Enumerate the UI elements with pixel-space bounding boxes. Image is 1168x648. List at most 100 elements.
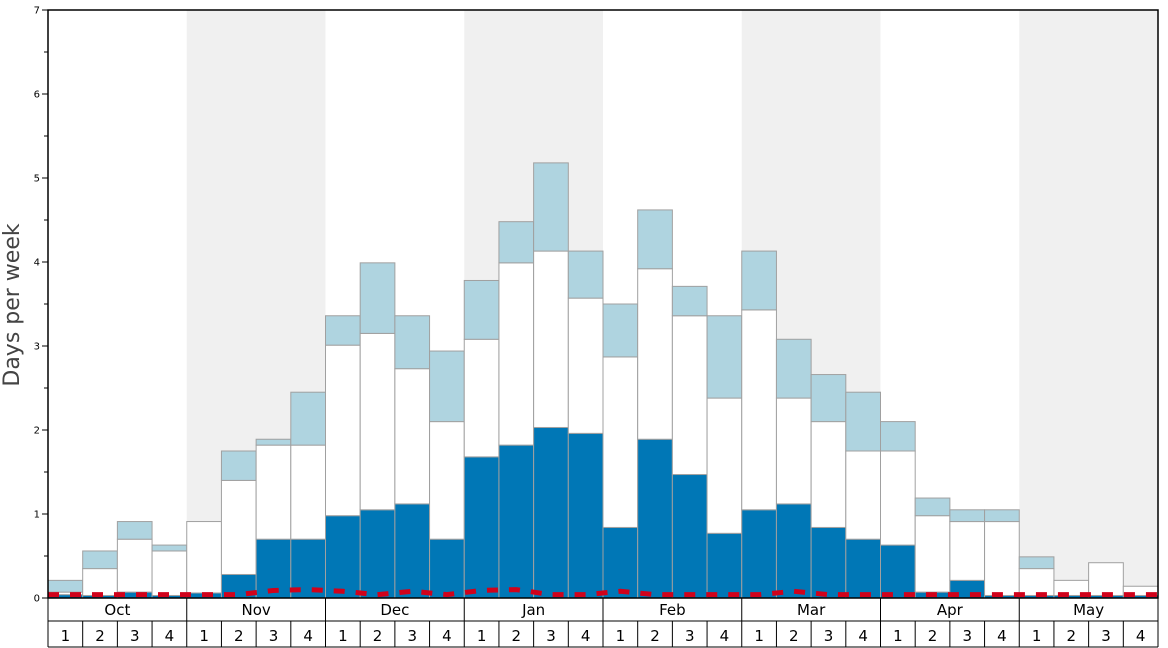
bar-segment-middle [394,368,431,505]
bar-segment-top [984,509,1020,523]
month-label: May [1073,601,1104,619]
bar-segment-middle [325,344,361,517]
y-tick-label: 3 [34,342,40,353]
y-tick-label: 7 [34,6,40,17]
week-label: 2 [95,627,105,645]
bar-segment-top [914,497,951,517]
bar-segment-middle [290,444,326,540]
bar-segment-middle [498,262,535,446]
week-label: 4 [303,627,313,645]
y-tick-label: 0 [34,594,40,605]
dashed-line [48,587,1158,598]
bar-segment-middle [82,568,118,596]
week-label: 4 [442,627,452,645]
week-label: 2 [234,627,244,645]
month-label: Apr [937,601,964,619]
bar-segment-bottom [533,426,569,599]
bar-segment-middle [706,397,743,534]
week-label: 4 [720,627,730,645]
bar-segment-middle [602,356,639,528]
week-label: 2 [789,627,799,645]
week-label: 3 [407,627,417,645]
month-label: Feb [659,601,686,619]
bar-segment-middle [845,450,881,540]
bar-segment-middle [914,515,951,593]
week-label: 2 [928,627,938,645]
week-label: 3 [962,627,972,645]
bar-segment-top [1018,556,1055,570]
bar-segment-middle [880,450,916,546]
y-axis-label: Days per week [0,223,25,386]
week-label: 3 [685,627,695,645]
y-tick-label: 2 [34,426,40,437]
bar-segment-bottom [498,444,535,599]
y-tick-label: 6 [34,90,40,101]
y-tick-label: 5 [34,174,40,185]
bar-segment-top [82,550,118,570]
week-label: 2 [650,627,660,645]
y-tick-label: 4 [34,258,40,269]
bar-segment-bottom [741,509,777,599]
month-label: Oct [104,601,130,619]
bar-segment-middle [463,338,500,458]
y-axis: 0 1 2 3 4 5 6 7 [34,6,48,605]
week-label: 4 [997,627,1007,645]
bar-segment-bottom [637,438,673,599]
bar-segment-bottom [567,432,604,599]
bar-segment-middle [186,521,222,594]
bar-segment-top [602,303,639,358]
bar-segment-middle [671,315,708,476]
week-label: 1 [61,627,71,645]
bar-segment-middle [255,444,292,540]
dashed-line-series [48,587,1158,598]
bars [47,162,1159,599]
week-label: 1 [199,627,209,645]
bar-segment-middle [984,521,1020,596]
week-label: 1 [338,627,348,645]
week-label: 4 [1136,627,1146,645]
bar-segment-top [325,315,361,346]
bar-segment-bottom [775,503,812,599]
bar-segment-top [949,509,986,523]
bar-segment-top [706,315,743,399]
y-tick-label: 1 [34,510,40,521]
bar-segment-top [151,544,188,552]
bar-segment-top [290,391,326,446]
bar-segment-bottom [706,532,743,599]
bar-segment-middle [359,332,396,511]
bar-segment-top [533,162,569,252]
bar-segment-top [810,374,847,423]
bar-segment-bottom [394,503,431,599]
bar-segment-middle [637,268,673,440]
bar-segment-top [775,338,812,399]
bar-segment-top [880,421,916,452]
week-label: 3 [824,627,834,645]
month-band [1019,10,1158,598]
bar-segment-middle [533,250,569,428]
bar-segment-bottom [325,515,361,599]
week-label: 1 [477,627,487,645]
week-label: 3 [130,627,140,645]
week-label: 4 [165,627,175,645]
bar-segment-top [845,391,881,452]
bar-segment-bottom [671,474,708,599]
bar-segment-top [116,521,153,540]
week-label: 3 [269,627,279,645]
week-label: 4 [858,627,868,645]
bar-segment-middle [810,421,847,528]
month-label: Mar [797,601,826,619]
bar-segment-middle [116,538,153,593]
week-label: 2 [373,627,383,645]
bar-segment-top [498,221,535,264]
bar-segment-middle [429,421,465,540]
bar-segment-middle [220,479,257,575]
bar-segment-middle [567,297,604,434]
week-label: 1 [616,627,626,645]
bar-segment-top [429,350,465,423]
week-label: 3 [1101,627,1111,645]
bar-segment-top [671,285,708,317]
bar-segment-middle [775,397,812,505]
bar-segment-top [255,438,292,446]
bar-segment-middle [1088,562,1124,596]
